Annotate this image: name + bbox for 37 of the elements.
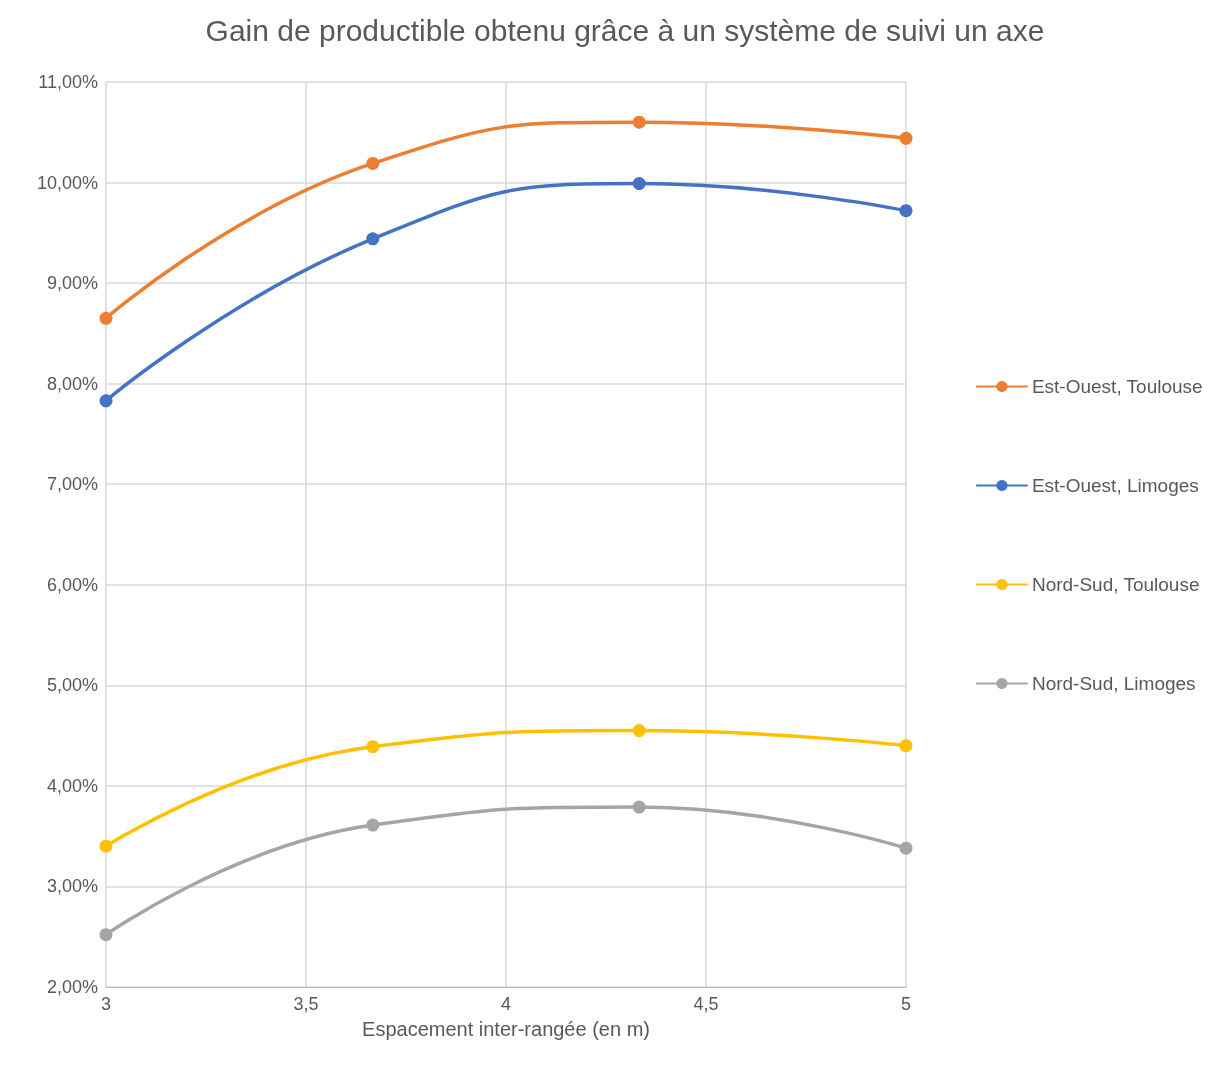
x-tick-label: 3: [100, 994, 112, 1014]
point: [99, 311, 113, 325]
point: [366, 156, 380, 170]
x-tick-label: 4,5: [693, 994, 719, 1014]
y-tick-label: 6,00%: [46, 574, 98, 595]
point: [99, 839, 113, 853]
y-tick-label: 3,00%: [46, 876, 98, 897]
y-tick-label: 11,00%: [38, 72, 98, 92]
x-tick-label: 3,5: [293, 994, 319, 1014]
point: [632, 800, 646, 814]
point: [632, 177, 646, 191]
y-tick-label: 5,00%: [46, 675, 98, 696]
point: [366, 818, 380, 832]
chart-title: Gain de productible obtenu grâce à un système de suivi un axe: [205, 13, 1045, 47]
x-tick-label: 4: [500, 994, 512, 1014]
y-tick-label: 2,00%: [46, 977, 98, 997]
y-tick-label: 9,00%: [46, 273, 98, 294]
legend-label: Nord-Sud, Limoges: [1031, 673, 1196, 694]
point: [99, 394, 113, 408]
point: [632, 115, 646, 129]
legend-label: Est-Ouest, Toulouse: [1031, 376, 1203, 397]
legend-label: Est-Ouest, Limoges: [1031, 475, 1199, 496]
legend-label: Nord-Sud, Toulouse: [1031, 574, 1200, 595]
point: [899, 131, 913, 145]
point: [899, 739, 913, 753]
y-tick-label: 4,00%: [46, 775, 98, 796]
y-tick-label: 10,00%: [36, 172, 98, 193]
point: [899, 204, 913, 218]
x-axis-title: Espacement inter-rangée (en m): [362, 1018, 650, 1040]
y-tick-label: 7,00%: [46, 474, 98, 495]
point: [366, 232, 380, 246]
y-tick-label: 8,00%: [46, 373, 98, 394]
point: [99, 928, 113, 942]
point: [632, 724, 646, 738]
point: [366, 740, 380, 754]
x-tick-label: 5: [900, 994, 912, 1014]
point: [899, 841, 913, 855]
